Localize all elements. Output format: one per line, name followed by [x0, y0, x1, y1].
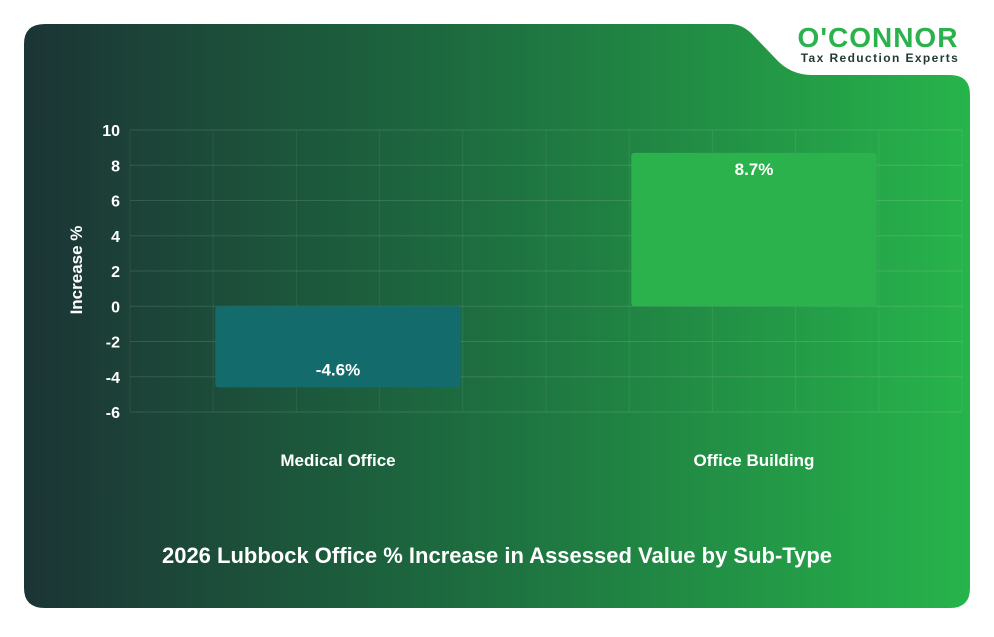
- bars: [215, 152, 877, 388]
- chart-background: [24, 24, 970, 608]
- y-tick-label: -2: [106, 335, 120, 352]
- chart-title: 2026 Lubbock Office % Increase in Assess…: [162, 543, 832, 568]
- y-tick-label: 0: [111, 299, 120, 316]
- bar-office-building: [631, 152, 877, 307]
- data-label: -4.6%: [316, 360, 360, 379]
- brand-name: O'CONNOR: [798, 22, 959, 53]
- data-label: 8.7%: [735, 160, 774, 179]
- x-axis-categories: Medical Office Office Building: [280, 451, 814, 470]
- y-tick-label: 10: [102, 123, 120, 140]
- bar-medical-office: [215, 306, 461, 388]
- y-tick-label: -6: [106, 405, 120, 422]
- brand-tagline: Tax Reduction Experts: [801, 51, 960, 65]
- y-tick-label: -4: [106, 370, 120, 387]
- y-axis-title: Increase %: [67, 226, 86, 315]
- data-labels: -4.6% 8.7%: [316, 160, 774, 379]
- y-tick-label: 2: [111, 264, 120, 281]
- y-axis-ticks: 10 8 6 4 2 0 -2 -4 -6: [102, 123, 120, 422]
- y-tick-label: 4: [111, 229, 120, 246]
- y-tick-label: 6: [111, 194, 120, 211]
- brand-logo: O'CONNOR Tax Reduction Experts: [798, 22, 960, 65]
- x-category-label: Medical Office: [280, 451, 395, 470]
- x-category-label: Office Building: [694, 451, 815, 470]
- y-tick-label: 8: [111, 158, 120, 175]
